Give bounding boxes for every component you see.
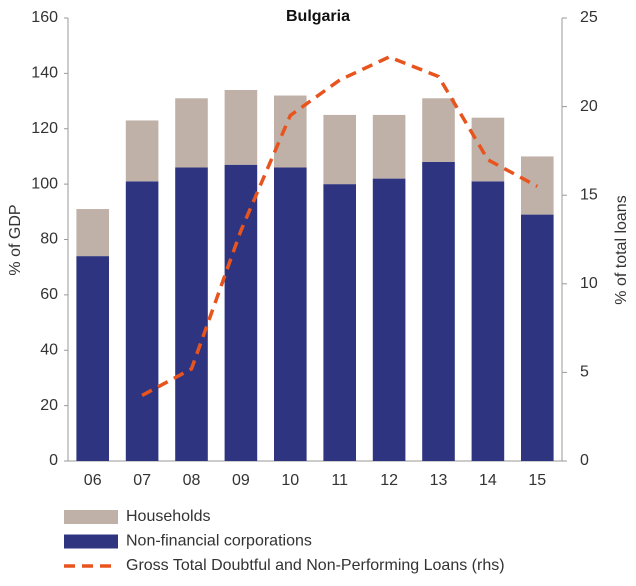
legend-label: Gross Total Doubtful and Non-Performing …: [126, 557, 505, 574]
y-tick-label: 0: [49, 452, 58, 469]
bar: [125, 181, 159, 461]
y-axis-title: % of GDP: [7, 204, 24, 275]
x-tick-label: 09: [232, 472, 250, 489]
x-tick-label: 15: [528, 472, 546, 489]
legend-swatch: [64, 510, 118, 524]
bar: [471, 181, 505, 461]
y2-axis-title: % of total loans: [613, 195, 630, 304]
y-tick-label: 40: [40, 341, 58, 358]
bar: [273, 167, 307, 461]
chart-title: Bulgaria: [286, 8, 350, 25]
bar: [273, 95, 307, 168]
bar: [125, 120, 159, 182]
x-tick-label: 07: [133, 472, 151, 489]
y-tick-label: 80: [40, 231, 58, 248]
bar: [372, 114, 406, 179]
y2-tick-label: 25: [580, 9, 598, 26]
x-tick-label: 13: [430, 472, 448, 489]
bar: [422, 98, 455, 162]
bar: [175, 98, 208, 168]
x-tick-label: 11: [331, 472, 348, 489]
legend-label: Non-financial corporations: [126, 533, 312, 550]
legend-label: Households: [126, 508, 211, 525]
line: [141, 55, 539, 397]
bar: [372, 178, 406, 461]
y-tick-label: 100: [31, 175, 58, 192]
y-tick-label: 20: [40, 397, 58, 414]
y2-tick-label: 20: [580, 98, 598, 115]
y2-tick-label: 0: [580, 452, 589, 469]
y2-tick-label: 5: [580, 364, 589, 381]
y-tick-label: 140: [31, 65, 58, 82]
y2-tick-label: 15: [580, 186, 598, 203]
bar: [323, 114, 357, 185]
bar: [422, 161, 455, 461]
bar: [323, 184, 357, 461]
y-tick-label: 160: [31, 9, 58, 26]
x-tick-label: 10: [281, 472, 299, 489]
x-tick-label: 08: [183, 472, 201, 489]
legend-swatch: [64, 534, 118, 549]
x-tick-label: 06: [84, 472, 102, 489]
x-tick-label: 14: [479, 472, 497, 489]
y2-tick-label: 10: [580, 275, 598, 292]
bar: [175, 167, 208, 461]
bar: [471, 117, 505, 182]
y-tick-label: 120: [31, 120, 58, 137]
bar: [224, 89, 258, 165]
x-tick-label: 12: [380, 472, 398, 489]
bar: [76, 209, 110, 257]
bar: [520, 214, 554, 461]
bar: [76, 256, 110, 461]
y-tick-label: 60: [40, 286, 58, 303]
bar: [224, 164, 258, 461]
